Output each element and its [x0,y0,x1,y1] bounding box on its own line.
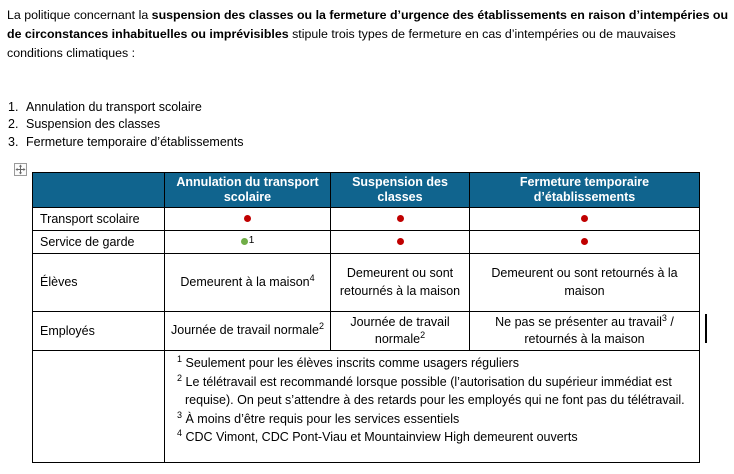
footnote-reference: 2 [319,321,325,332]
footnote: 4 CDC Vimont, CDC Pont-Viau et Mountainv… [177,428,578,445]
row-label: Élèves [32,253,164,311]
list-item: 1. Annulation du transport scolaire [8,99,243,116]
list-item-label: Fermeture temporaire d’établissements [26,134,244,149]
footnote-reference: 2 [420,329,426,340]
footnote-number: 4 [177,428,183,439]
footnote-reference: 4 [309,272,315,283]
column-header: Annulation du transport scolaire [164,172,330,207]
list-item-number: 2. [8,117,19,132]
red-dot-icon [581,215,588,223]
footnote-reference: 3 [661,312,667,323]
footnote-number: 3 [177,409,183,420]
table-cell-text: Demeurent ou sont retournés à la maison [491,266,678,298]
column-header: Suspension des classes [330,172,469,207]
table-cell-text: Demeurent ou sont retournés à la maison [339,266,461,298]
footnote-number: 1 [177,353,183,364]
intro-text-bold: suspension des classes ou la fermeture d… [7,8,729,41]
closure-policy-table: Annulation du transport scolaire Suspensi… [32,172,700,463]
intro-paragraph: La politique concernant la suspension de… [7,6,731,63]
column-header-empty [32,172,164,207]
intro-text-before: La politique concernant la [7,8,152,22]
column-header: Fermeture temporaire d’établissements [469,172,700,207]
table-cell: Journée de travail normale2 [164,311,330,350]
list-item-label: Annulation du transport scolaire [26,100,202,114]
status-dot-cell [164,207,330,230]
red-dot-icon [396,238,404,246]
text-cursor [705,314,707,343]
status-dot-cell: 1 [164,230,330,253]
table-cell: Ne pas se présenter au travail3 / retour… [469,311,700,350]
footnote-number: 2 [177,372,183,383]
footnote: 1 Seulement pour les élèves inscrits com… [177,353,519,370]
row-label: Employés [32,311,164,350]
list-item-number: 3. [8,134,19,149]
footnote: 3 À moins d’être requis pour les service… [177,409,460,426]
table-cell: Demeurent à la maison4 [164,253,330,311]
footnotes-cell: 1 Seulement pour les élèves inscrits com… [164,350,700,463]
green-dot-icon [240,237,248,245]
red-dot-icon [244,215,251,223]
table-cell-text: Demeurent à la maison4 [180,272,315,289]
table-cell: Demeurent ou sont retournés à la maison [330,253,469,311]
list-item-number: 1. [8,100,19,114]
red-dot-icon [396,215,404,223]
list-item: 2. Suspension des classes [8,116,243,133]
empty-footer-cell [32,350,164,463]
status-dot-cell [469,230,700,253]
list-item-label: Suspension des classes [26,117,161,132]
table-move-handle-icon[interactable] [14,163,27,176]
row-label: Transport scolaire [32,207,164,230]
table-cell-text: Journée de travail normale2 [171,321,325,338]
status-dot-cell [330,230,469,253]
status-dot-cell [469,207,700,230]
status-dot-cell [330,207,469,230]
intro-text-after: stipule trois types de fermeture en cas … [7,27,676,60]
list-item: 3. Fermeture temporaire d’établissements [8,134,243,151]
red-dot-icon [581,238,588,246]
table-cell: Demeurent ou sont retournés à la maison [469,253,700,311]
table-cell: Journée de travail normale2 [330,311,469,350]
table-cell-text: Ne pas se présenter au travail3 / retour… [495,312,674,346]
footnote: 2 Le télétravail est recommandé lorsque … [177,372,685,408]
table-cell-text: Journée de travail normale2 [350,314,450,347]
closure-types-list: 1. Annulation du transport scolaire 2. Susp… [8,99,243,151]
row-label: Service de garde [32,230,164,253]
footnote-reference: 1 [248,234,255,246]
move-cross-icon [15,164,26,175]
